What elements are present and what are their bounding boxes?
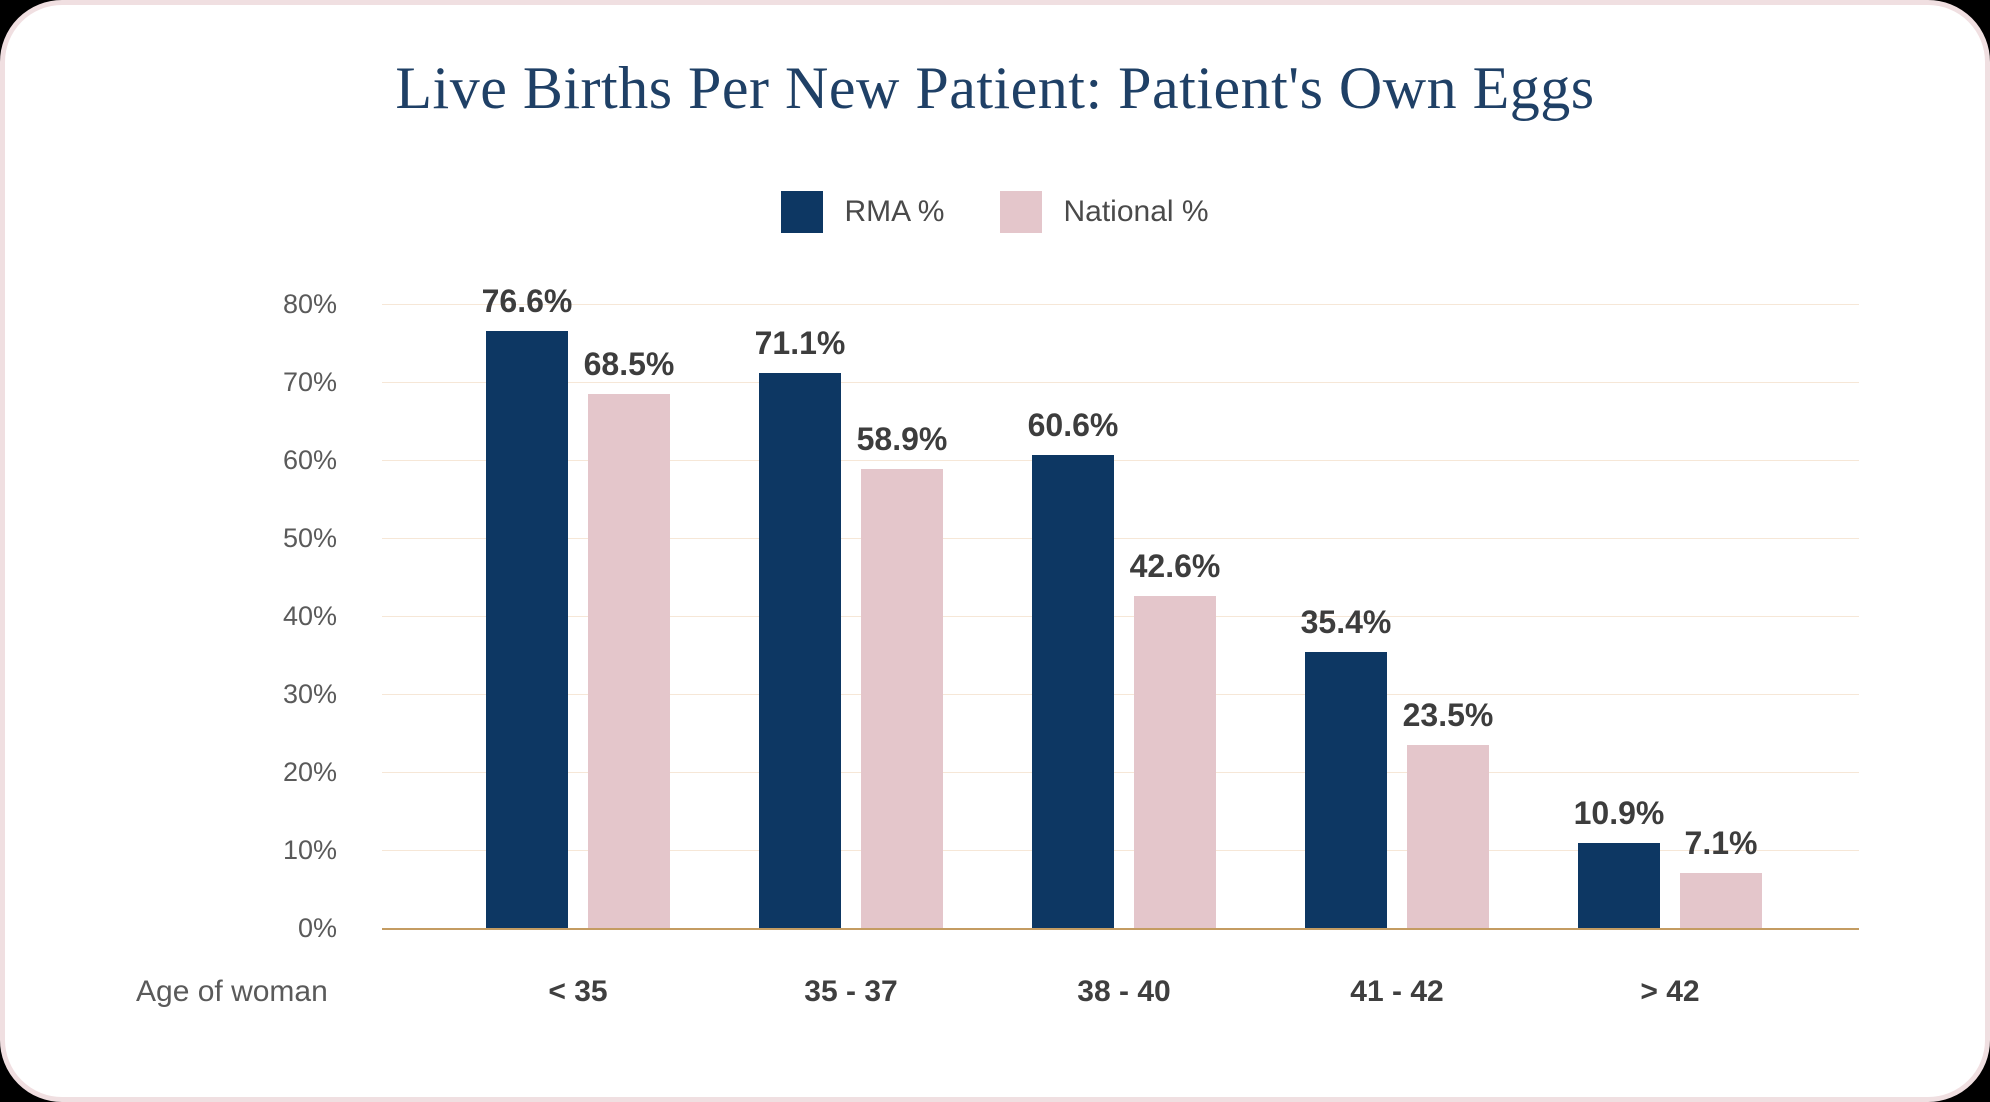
- x-axis-title: Age of woman: [136, 975, 328, 1008]
- gridline: [382, 694, 1859, 695]
- value-label-national-0: 68.5%: [583, 346, 675, 382]
- y-tick-label: 50%: [282, 523, 337, 553]
- legend-swatch-rma-icon: [781, 191, 824, 233]
- value-label-national-1: 58.9%: [856, 421, 948, 457]
- bar-rma-2[interactable]: [1032, 455, 1114, 928]
- y-tick-label: 40%: [282, 601, 337, 631]
- legend-item-national[interactable]: National %: [1000, 191, 1209, 233]
- value-label-national-4: 7.1%: [1684, 825, 1758, 861]
- gridline: [382, 772, 1859, 773]
- bar-national-1[interactable]: [861, 469, 943, 928]
- value-label-rma-1: 71.1%: [754, 325, 846, 361]
- y-tick-label: 30%: [282, 679, 337, 709]
- y-tick-label: 10%: [282, 835, 337, 865]
- y-tick-label: 60%: [282, 445, 337, 475]
- chart-title: Live Births Per New Patient: Patient's O…: [395, 55, 1595, 121]
- y-tick-label: 70%: [282, 367, 337, 397]
- bar-national-4[interactable]: [1680, 873, 1762, 928]
- bar-rma-0[interactable]: [486, 331, 568, 928]
- plot-area: 0% 10% 20% 30% 40% 50% 60% 70% 80% 76.6% 71.1% 60.6…: [5, 5, 1985, 1097]
- bar-rma-4[interactable]: [1578, 843, 1660, 928]
- bar-national-3[interactable]: [1407, 745, 1489, 928]
- value-label-rma-0: 76.6%: [481, 283, 573, 319]
- gridline: [382, 382, 1859, 383]
- x-tick-label-0: < 35: [548, 975, 608, 1008]
- legend-label-national: National %: [1063, 195, 1209, 228]
- gridline: [382, 304, 1859, 305]
- bar-rma-1[interactable]: [759, 373, 841, 928]
- value-label-rma-4: 10.9%: [1573, 795, 1665, 831]
- value-label-national-3: 23.5%: [1402, 697, 1494, 733]
- value-label-rma-3: 35.4%: [1300, 604, 1392, 640]
- gridline: [382, 538, 1859, 539]
- x-tick-label-2: 38 - 40: [1077, 975, 1171, 1008]
- x-axis-baseline: [382, 928, 1859, 930]
- x-tick-label-1: 35 - 37: [804, 975, 898, 1008]
- bar-national-0[interactable]: [588, 394, 670, 928]
- gridline: [382, 850, 1859, 851]
- value-label-national-2: 42.6%: [1129, 548, 1221, 584]
- gridline: [382, 460, 1859, 461]
- x-tick-label-3: 41 - 42: [1350, 975, 1444, 1008]
- legend-swatch-national-icon: [1000, 191, 1043, 233]
- value-label-rma-2: 60.6%: [1027, 407, 1119, 443]
- bar-national-2[interactable]: [1134, 596, 1216, 928]
- y-tick-label: 0%: [297, 913, 337, 943]
- legend: RMA % National %: [5, 191, 1985, 233]
- gridline: [382, 616, 1859, 617]
- y-tick-label: 80%: [282, 289, 337, 319]
- x-tick-label-4: > 42: [1640, 975, 1700, 1008]
- legend-item-rma[interactable]: RMA %: [781, 191, 944, 233]
- bar-rma-3[interactable]: [1305, 652, 1387, 928]
- legend-label-rma: RMA %: [844, 195, 945, 228]
- y-tick-label: 20%: [282, 757, 337, 787]
